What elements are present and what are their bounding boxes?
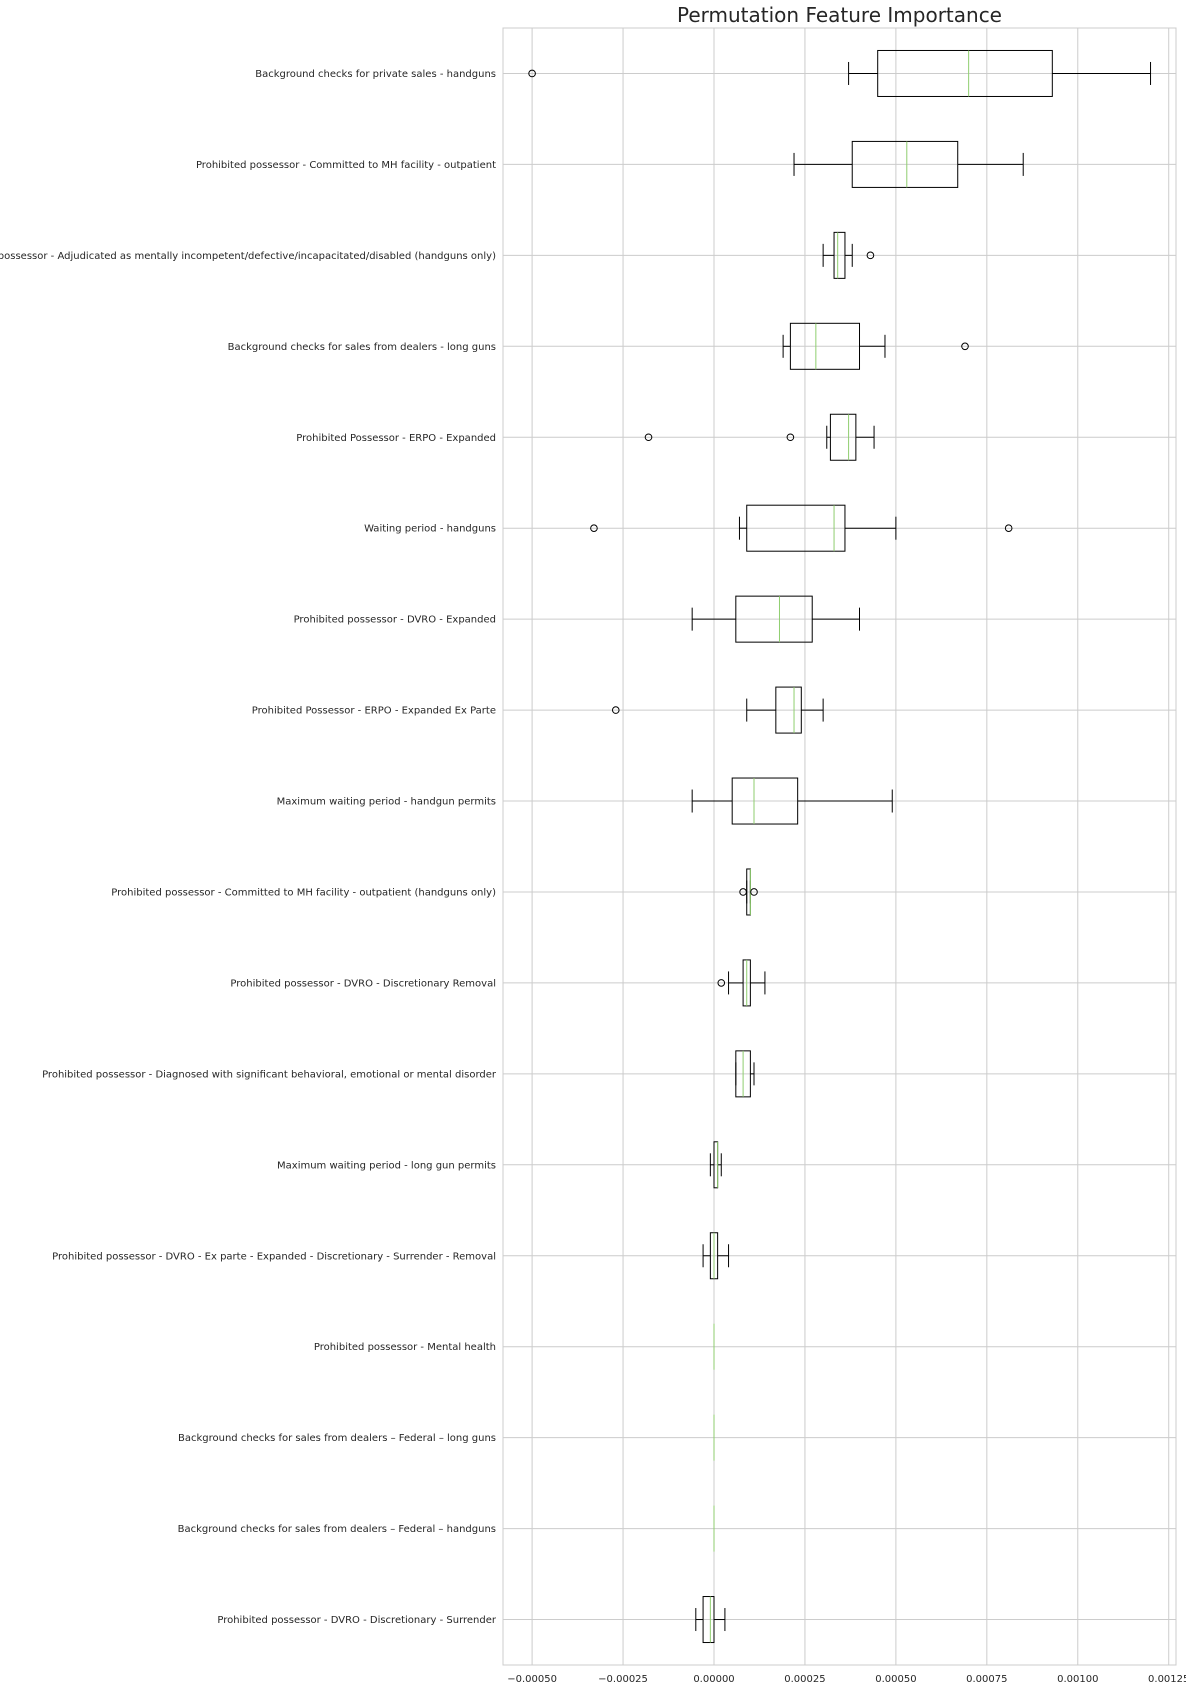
plot-frame [502, 27, 1177, 1666]
iqr-box [702, 1596, 715, 1644]
iqr-box [789, 322, 861, 370]
x-tick-label: −0.00050 [507, 1674, 557, 1682]
outlier-point [750, 888, 758, 896]
feature-labels: Background checks for private sales - ha… [0, 69, 497, 1626]
box-group [590, 504, 1013, 552]
box-group [702, 1232, 730, 1280]
feature-label: Prohibited possessor - Committed to MH f… [111, 887, 496, 898]
x-tick-label: 0.00075 [966, 1674, 1007, 1682]
feature-label: Maximum waiting period - long gun permit… [277, 1160, 496, 1171]
feature-label: Prohibited possessor - Diagnosed with si… [42, 1069, 497, 1080]
feature-label: Prohibited possessor - Mental health [314, 1342, 496, 1353]
iqr-box [775, 686, 802, 734]
iqr-box [746, 504, 846, 552]
grid-layer [503, 28, 1176, 1665]
box-group [695, 1596, 726, 1644]
feature-label: Background checks for sales from dealers… [178, 1433, 496, 1444]
box-group [691, 777, 893, 825]
feature-label: Background checks for sales from dealers… [178, 1524, 496, 1535]
feature-label: Prohibited Possessor - ERPO - Expanded E… [252, 706, 496, 717]
x-tick-label: 0.00125 [1148, 1674, 1186, 1682]
iqr-box [833, 231, 846, 279]
outlier-point [1004, 524, 1013, 532]
feature-label: Background checks for private sales - ha… [255, 69, 496, 80]
feature-label: Prohibited possessor - DVRO - Discretion… [230, 978, 496, 989]
box-group [611, 686, 824, 734]
iqr-box [877, 49, 1053, 97]
outlier-point [739, 888, 747, 896]
box-group [709, 1141, 722, 1189]
outlier-point [590, 524, 598, 532]
iqr-box [731, 777, 799, 825]
feature-label: Prohibited possessor - DVRO - Expanded [294, 615, 496, 626]
outlier-point [717, 979, 726, 987]
feature-label: Prohibited possessor - Adjudicated as me… [0, 251, 496, 262]
x-tick-label: 0.00100 [1057, 1674, 1098, 1682]
x-tick-labels: −0.00050 −0.00025 0.00000 0.00025 0.00050 0.0… [507, 1674, 1186, 1682]
feature-label: Prohibited possessor - DVRO - Discretion… [217, 1615, 497, 1626]
box-layer [528, 49, 1152, 1644]
x-tick-label: −0.00025 [598, 1674, 648, 1682]
feature-label: Prohibited possessor - DVRO - Ex parte -… [52, 1251, 496, 1262]
chart-title: Permutation Feature Importance [677, 3, 1002, 27]
outlier-point [644, 433, 653, 442]
x-tick-label: 0.00050 [875, 1674, 916, 1682]
outlier-point [611, 706, 620, 714]
outlier-point [786, 433, 795, 442]
feature-label: Prohibited Possessor - ERPO - Expanded [296, 433, 496, 444]
box-group [691, 595, 861, 643]
box-group [644, 413, 875, 461]
iqr-box [735, 595, 813, 643]
box-group [793, 140, 1024, 188]
x-tick-label: 0.00000 [693, 1674, 734, 1682]
outlier-point [961, 342, 969, 351]
outlier-point [866, 251, 875, 260]
box-group [782, 322, 969, 370]
iqr-box [829, 413, 857, 461]
iqr-box [851, 140, 959, 188]
box-group [822, 231, 875, 279]
box-group [739, 868, 758, 916]
x-tick-label: 0.00025 [784, 1674, 825, 1682]
feature-label: Maximum waiting period - handgun permits [277, 797, 496, 808]
box-group [717, 959, 766, 1007]
box-group [735, 1050, 755, 1098]
feature-label: Prohibited possessor - Committed to MH f… [196, 160, 496, 171]
outlier-point [528, 69, 536, 78]
feature-label: Background checks for sales from dealers… [228, 342, 496, 353]
box-group [528, 49, 1152, 97]
feature-label: Waiting period - handguns [364, 524, 496, 535]
